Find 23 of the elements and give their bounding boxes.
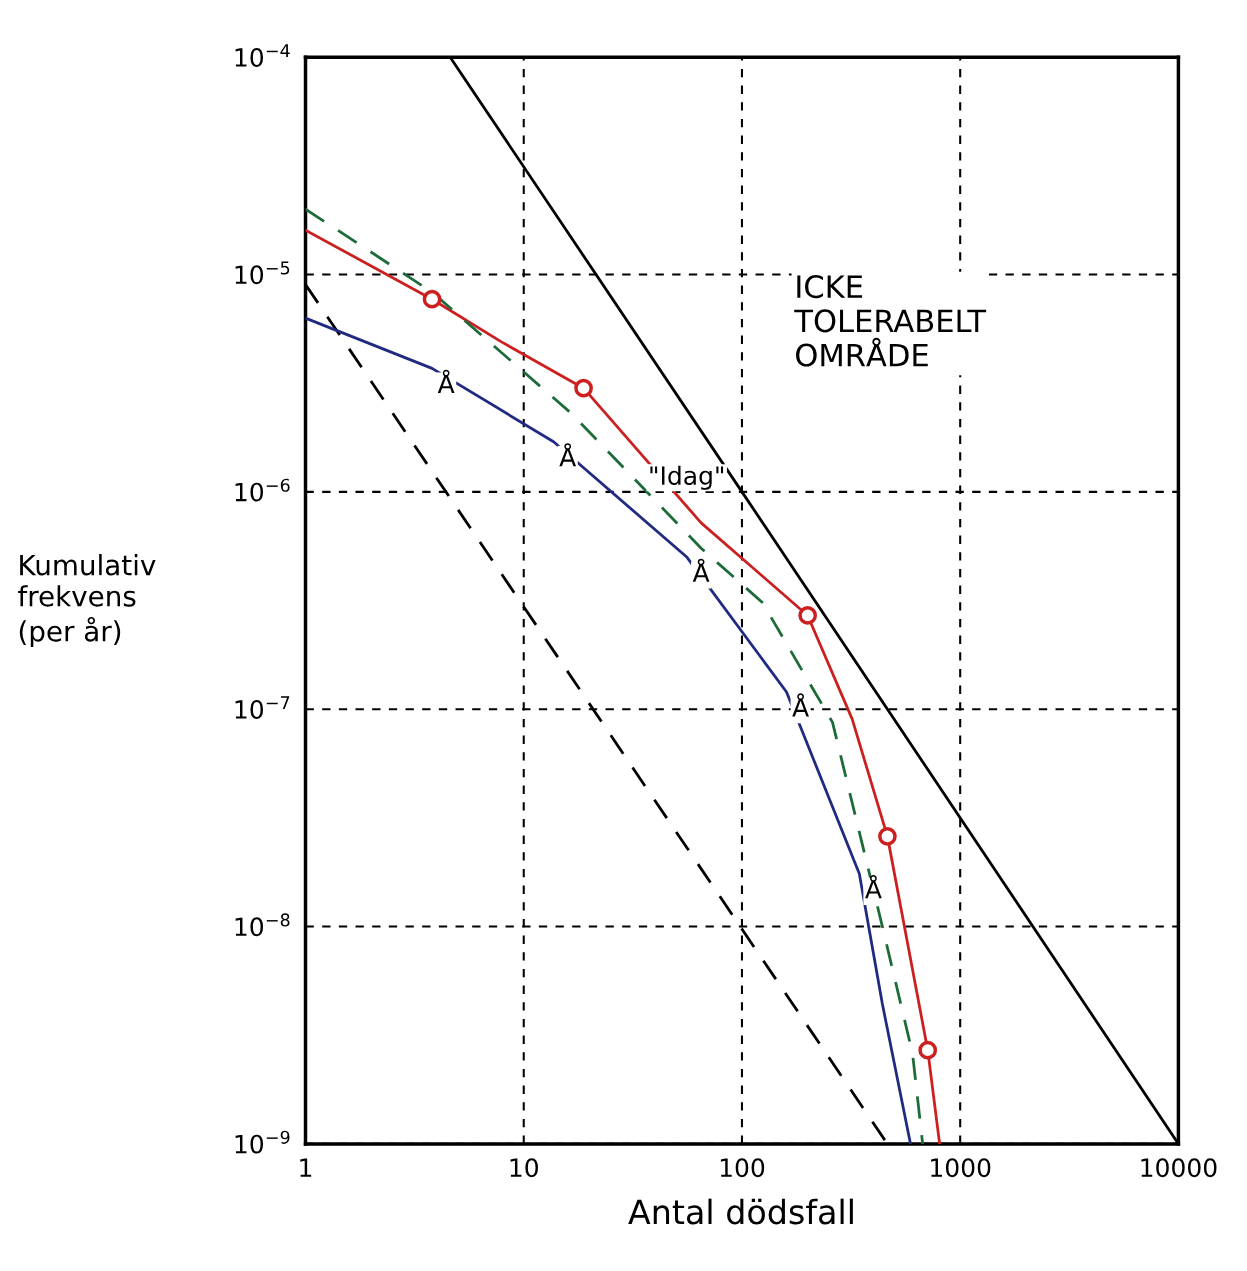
point xyxy=(878,827,897,846)
y-tick-label: 10$^{−6}$ xyxy=(235,478,290,502)
annotation: ICKE TOLERABELT OMRÅDE xyxy=(794,275,987,367)
annotation: Å xyxy=(865,875,882,899)
x-tick-label: 1 xyxy=(300,1158,312,1177)
annotation: Å xyxy=(559,443,577,467)
annotation: Å xyxy=(437,369,455,393)
y-tick-label: 10$^{−8}$ xyxy=(235,913,290,937)
annotation: Å xyxy=(792,693,809,717)
annotation: "Idag" xyxy=(650,465,724,490)
x-tick-label: 1000 xyxy=(931,1158,991,1178)
x-tick-label: 10 xyxy=(510,1158,538,1178)
x-axis-title: Antal dödsfall xyxy=(628,1198,853,1225)
x-tick-label: 100 xyxy=(720,1158,765,1178)
annotation: Å xyxy=(692,558,710,582)
y-axis-title: Kumulativ frekvens (per år) xyxy=(18,554,156,648)
y-tick-label: 10$^{−9}$ xyxy=(235,1130,290,1154)
point xyxy=(422,289,442,309)
y-tick-label: 10$^{−7}$ xyxy=(235,696,290,719)
x-tick-label: 10000 xyxy=(1141,1158,1217,1178)
y-tick-label: 10$^{−4}$ xyxy=(235,44,290,67)
point xyxy=(574,378,593,398)
y-tick-label: 10$^{−5}$ xyxy=(235,261,290,285)
